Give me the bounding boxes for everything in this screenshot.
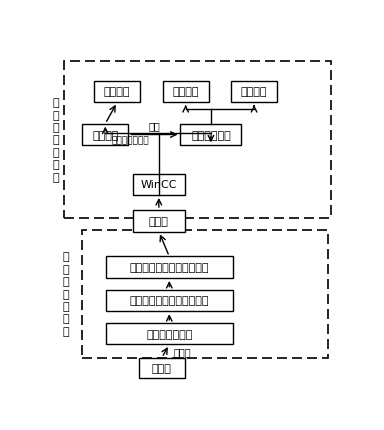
Text: 传感器: 传感器 — [152, 363, 172, 373]
Bar — [82, 124, 128, 146]
Bar — [106, 290, 232, 311]
Text: 文本文件: 文本文件 — [92, 130, 119, 140]
Bar — [106, 257, 232, 278]
Text: WinCC: WinCC — [141, 180, 177, 190]
Text: 实时显示: 实时显示 — [241, 87, 267, 97]
Bar — [133, 211, 185, 232]
Text: 历史显示: 历史显示 — [172, 87, 199, 97]
Bar — [139, 358, 185, 378]
Text: 以太网: 以太网 — [149, 216, 169, 226]
Text: 模拟量输入模块: 模拟量输入模块 — [146, 329, 192, 339]
Text: 函数趋势控件: 函数趋势控件 — [191, 130, 231, 140]
Text: 信号线: 信号线 — [174, 346, 191, 356]
Bar — [106, 323, 232, 344]
Bar — [82, 230, 328, 358]
Text: 查询: 查询 — [149, 121, 160, 131]
Bar — [94, 81, 140, 103]
Bar — [162, 81, 209, 103]
Text: 可
编
程
序
控
制
器: 可 编 程 序 控 制 器 — [63, 252, 69, 336]
Text: 浮点型数据变量: 浮点型数据变量 — [111, 136, 149, 145]
Text: 全局数据块：存储打包数据: 全局数据块：存储打包数据 — [129, 263, 209, 273]
Text: 上
位
机
监
控
系
统: 上 位 机 监 控 系 统 — [52, 98, 59, 182]
Text: 存储数据: 存储数据 — [104, 87, 131, 97]
Bar — [133, 174, 185, 196]
Bar — [180, 124, 242, 146]
Bar — [65, 61, 331, 219]
Bar — [231, 81, 277, 103]
Text: 循环中断组织块：数据打包: 循环中断组织块：数据打包 — [129, 296, 209, 306]
